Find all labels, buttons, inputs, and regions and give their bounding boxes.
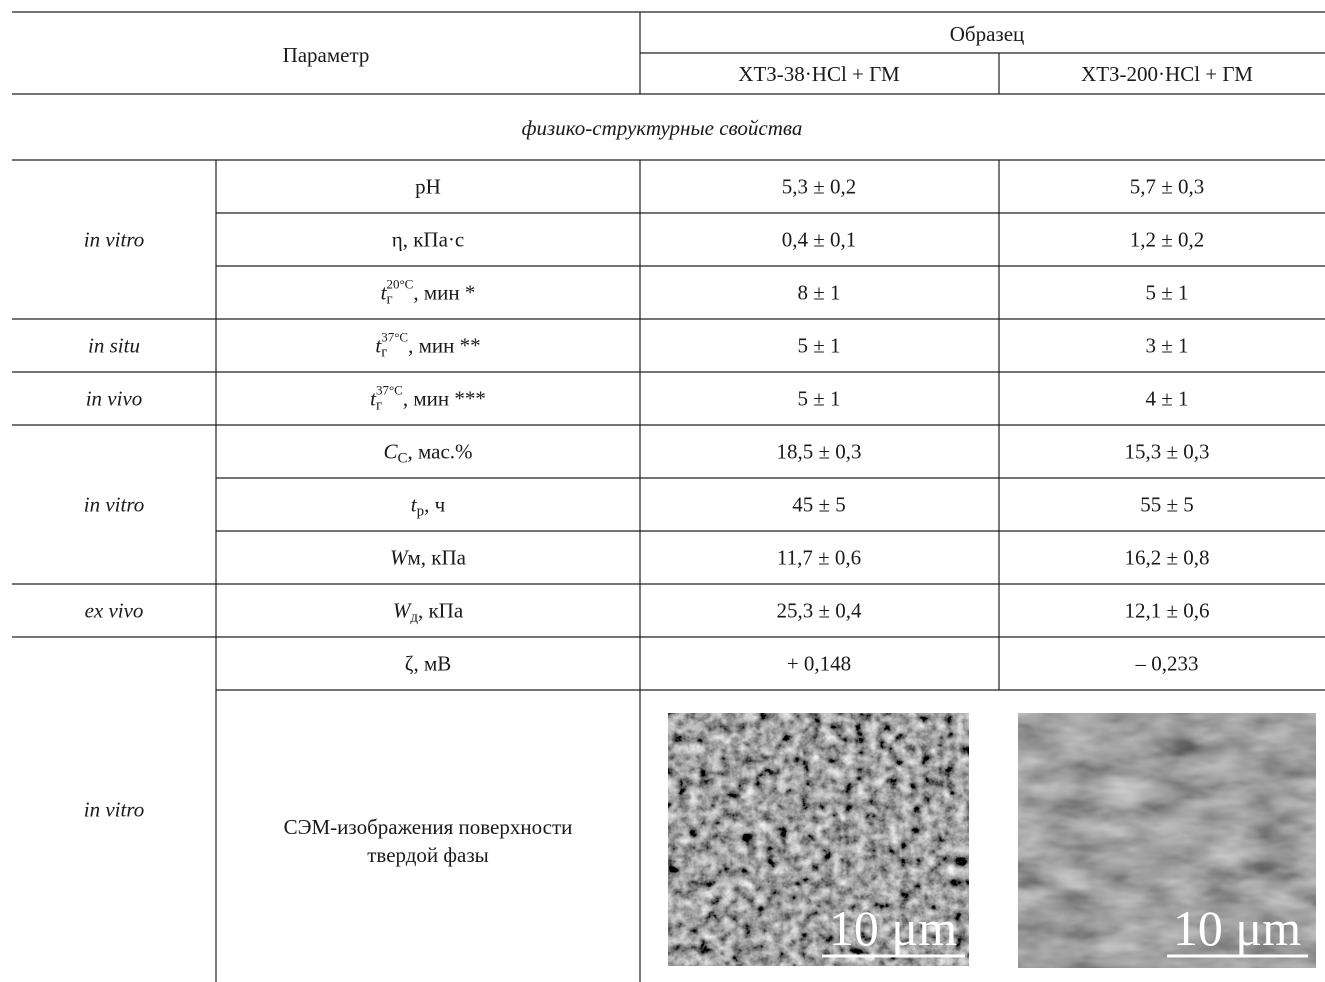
header-parameter: Параметр [283, 43, 370, 67]
value: + 0,148 [787, 652, 851, 676]
parameter-part: г [376, 398, 382, 414]
value: 1,2 ± 0,2 [1130, 228, 1205, 252]
header-sample: Образец [950, 22, 1025, 46]
parameter: η, кПа·с [392, 228, 465, 252]
value: 15,3 ± 0,3 [1124, 440, 1209, 464]
parameter: tг37°C, мин ** [375, 329, 480, 361]
value: 0,4 ± 0,1 [782, 228, 857, 252]
parameter-part: г [381, 345, 387, 361]
parameter-part: 20°C [386, 276, 413, 291]
parameter: Wм, кПа [390, 546, 467, 570]
scale-bar-label: 10 μm [829, 900, 957, 956]
parameter: ζ, мВ [405, 652, 452, 676]
scale-bar-label: 10 μm [1173, 900, 1301, 956]
parameter-part: , кПа [418, 599, 464, 623]
group-label: in vitro [84, 798, 144, 822]
value: 3 ± 1 [1145, 334, 1188, 358]
parameter-part: м, кПа [408, 546, 467, 570]
parameter-part: , мас.% [408, 440, 473, 464]
group-label: in situ [88, 334, 140, 358]
parameter-part: р [417, 504, 425, 520]
parameter-part: , ч [424, 493, 446, 517]
value: 5 ± 1 [1145, 281, 1188, 305]
parameter-part: С [397, 451, 407, 467]
value: 45 ± 5 [792, 493, 846, 517]
parameter-part: г [386, 292, 392, 308]
value: 12,1 ± 0,6 [1124, 599, 1209, 623]
parameter-line: СЭМ-изображения поверхности [284, 815, 573, 839]
value: 5 ± 1 [797, 387, 840, 411]
parameter: Wд, кПа [393, 599, 464, 626]
parameter-part: , мин ** [408, 334, 481, 358]
section-title: физико-структурные свойства [522, 116, 803, 140]
parameter-part: , мин *** [403, 387, 486, 411]
header-sample-name: ХТЗ-200·HCl + ГМ [1081, 62, 1253, 86]
value: 16,2 ± 0,8 [1124, 546, 1209, 570]
parameter: pH [415, 175, 441, 199]
parameter-part: 37°C [381, 329, 408, 344]
value: – 0,233 [1135, 652, 1199, 676]
parameter: tг20°C, мин * [381, 276, 476, 308]
value: 4 ± 1 [1145, 387, 1188, 411]
table: Параметр Образец ХТЗ-38·HCl + ГМ ХТЗ-200… [0, 0, 1325, 982]
parameter-part: 37°C [376, 382, 403, 397]
parameter: CС, мас.% [383, 440, 472, 467]
value: 25,3 ± 0,4 [776, 599, 862, 623]
parameter-part: η, кПа·с [392, 228, 465, 252]
value: 8 ± 1 [797, 281, 840, 305]
value: 18,5 ± 0,3 [776, 440, 861, 464]
value: 5 ± 1 [797, 334, 840, 358]
parameter-part: C [383, 440, 398, 464]
value: 11,7 ± 0,6 [777, 546, 861, 570]
group-label: in vivo [86, 387, 143, 411]
value: 5,3 ± 0,2 [782, 175, 857, 199]
group-label: in vitro [84, 493, 144, 517]
header-sample-name: ХТЗ-38·HCl + ГМ [738, 62, 900, 86]
group-label: in vitro [84, 228, 144, 252]
page: Параметр Образец ХТЗ-38·HCl + ГМ ХТЗ-200… [0, 0, 1325, 982]
group-label: ex vivo [85, 599, 144, 623]
parameter: tр, ч [411, 493, 446, 520]
parameter-part: pH [415, 175, 441, 199]
value: 5,7 ± 0,3 [1130, 175, 1205, 199]
parameter-part: ζ, мВ [405, 652, 452, 676]
parameter-line: твердой фазы [367, 843, 489, 867]
value: 55 ± 5 [1140, 493, 1194, 517]
parameter-part: , мин * [413, 281, 475, 305]
parameter: tг37°C, мин *** [370, 382, 486, 414]
